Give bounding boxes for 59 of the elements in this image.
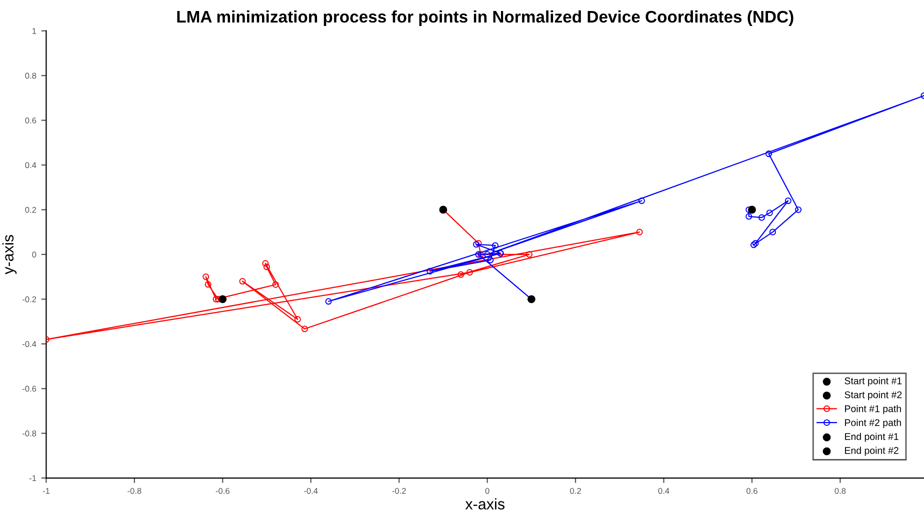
y-tick-label: 0.6 [25,117,36,124]
x-tick-label: 0 [485,488,490,494]
point [426,268,434,274]
point [526,251,532,258]
y-tick-label: 0.8 [25,72,36,79]
point [750,242,757,248]
chart-title: LMA minimization process for points in Normalized Device Coordinates (NDC) [177,10,794,26]
point [492,242,499,249]
point [765,150,772,158]
x-tick-label: 0.4 [658,488,670,494]
point [758,214,765,221]
point [484,251,491,258]
point [262,260,269,267]
point [218,295,227,304]
point [458,271,464,278]
y-axis-title: y-axis [2,235,17,274]
y-tick-label: -0.6 [22,386,36,392]
point [636,228,643,236]
point [795,206,802,213]
legend-label: End point #1 [845,432,898,442]
legend-label: Point #1 path [845,405,901,414]
y-tick-label: -1 [29,475,36,482]
point [294,316,301,323]
legend-label: Start point #1 [844,377,902,386]
point [263,264,270,270]
point [638,198,645,204]
x-tick-label: 0.8 [834,488,846,494]
x-tick-label: 0.2 [570,488,581,494]
point [766,210,773,216]
point [752,240,759,247]
point [325,298,332,305]
point [204,281,212,288]
x-tick-label: -1 [42,488,50,494]
point [746,213,752,220]
legend-label: Point #2 path [845,418,901,428]
y-tick-label: 0.4 [25,162,36,168]
legend-label: End point #2 [845,446,898,456]
x-tick-label: -0.2 [392,488,406,494]
y-tick-label: -0.4 [22,341,36,347]
point [212,296,220,302]
x-axis-title: x-axis [465,498,504,510]
point [272,281,279,288]
legend-label: Start point #2 [844,391,902,400]
x-tick-label: -0.8 [128,488,142,494]
point [202,274,210,280]
y-tick-label: -0.2 [22,296,36,302]
y-tick-label: 0 [32,252,36,258]
x-tick-label: -0.4 [304,488,318,494]
x-tick-label: 0.6 [746,488,758,494]
point [487,256,494,264]
point [466,269,473,276]
x-tick-label: -0.6 [216,488,230,494]
point [301,326,308,332]
y-tick-label: 1 [32,28,36,34]
y-tick-label: 0.2 [25,206,36,213]
point [784,198,792,204]
point [239,278,246,285]
y-tick-label: -0.8 [22,430,36,436]
point [769,228,776,236]
